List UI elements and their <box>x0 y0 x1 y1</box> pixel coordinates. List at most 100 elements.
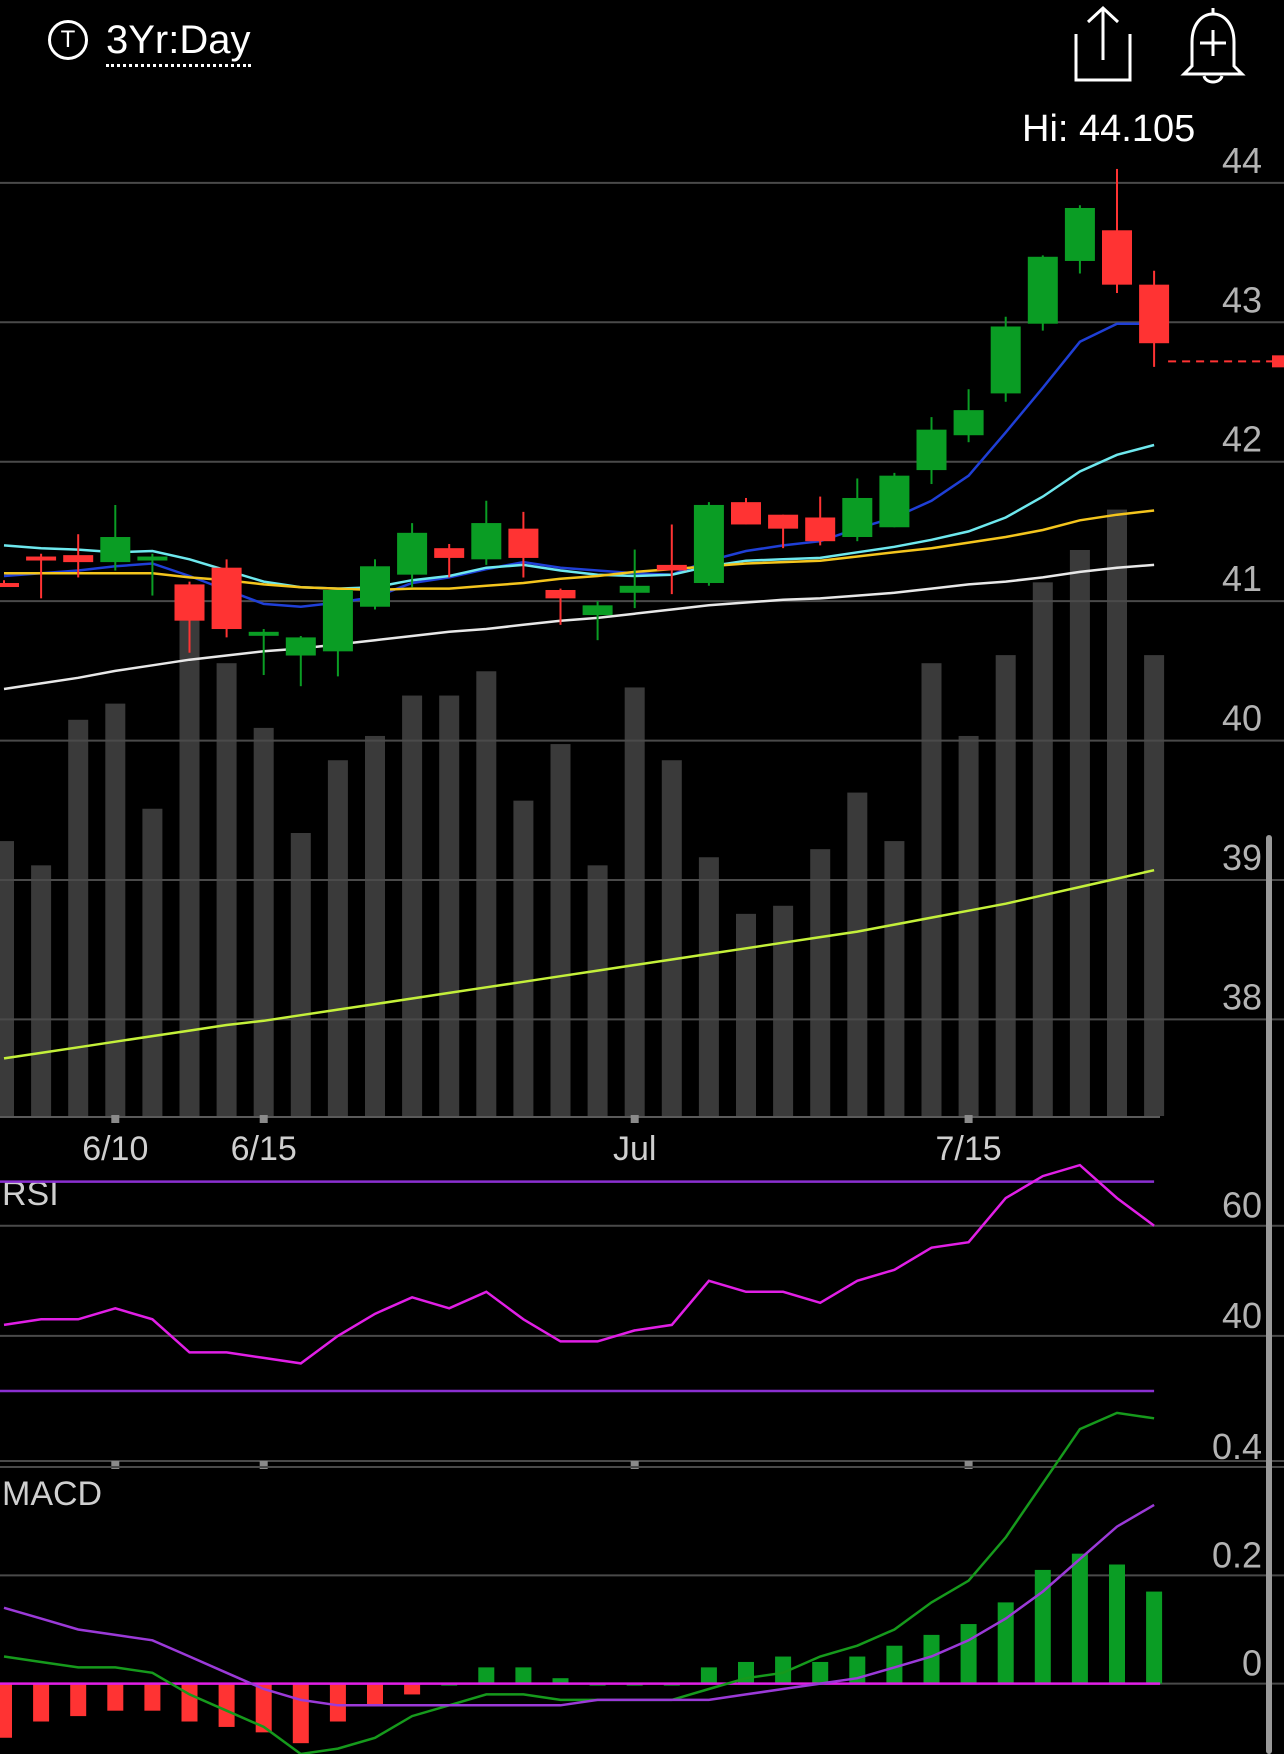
macd-histogram-bar <box>255 1683 272 1733</box>
candle-body <box>471 523 502 560</box>
macd-histogram-bar <box>70 1683 87 1717</box>
candle-body <box>990 326 1021 394</box>
macd-histogram-bar <box>1034 1569 1051 1684</box>
price-tick-label: 40 <box>1222 698 1262 739</box>
price-tick-label: 38 <box>1222 976 1262 1017</box>
candle-body <box>26 556 57 561</box>
candle-body <box>545 589 576 599</box>
volume-bar <box>736 913 756 1116</box>
candle-body <box>0 583 19 588</box>
macd-histogram-bar <box>700 1667 717 1684</box>
candle-body <box>582 605 613 616</box>
macd-tick-label: 0.4 <box>1212 1426 1262 1467</box>
macd-histogram-bar <box>960 1624 977 1684</box>
volume-bar <box>884 841 905 1116</box>
candle-body <box>248 631 279 636</box>
x-tick-label: Jul <box>613 1130 656 1168</box>
volume-bar <box>1107 509 1127 1117</box>
period-selector[interactable]: 3Yr:Day <box>106 16 251 67</box>
macd-histogram-bar <box>1146 1591 1163 1684</box>
rsi-x-tick-mark <box>111 1461 120 1469</box>
volume-bar <box>68 719 89 1116</box>
macd-histogram-bar <box>1109 1564 1125 1684</box>
moving-average-line <box>4 509 1155 592</box>
rsi-tick-label: 40 <box>1222 1295 1262 1336</box>
candle-body <box>656 564 687 571</box>
volume-bar <box>698 857 719 1116</box>
candle-body <box>360 566 390 607</box>
price-tick-label: 41 <box>1222 558 1262 599</box>
volume-bar <box>1032 582 1053 1116</box>
volume-bar <box>439 695 460 1116</box>
x-tick-mark <box>964 1115 973 1123</box>
macd-histogram-bar <box>997 1602 1014 1684</box>
volume-bar <box>142 808 163 1116</box>
volume-bar <box>402 695 423 1116</box>
volume-bar <box>365 735 385 1116</box>
chart-header: T 3Yr:Day <box>0 0 1284 90</box>
share-icon[interactable] <box>1072 4 1134 84</box>
macd-histogram-bar <box>144 1683 161 1711</box>
volume-bar <box>1144 655 1165 1116</box>
macd-histogram-bar <box>478 1667 495 1684</box>
volume-bar <box>253 727 274 1116</box>
price-tick-label: 44 <box>1222 140 1262 181</box>
rsi-tick-label: 60 <box>1222 1185 1262 1226</box>
volume-bar <box>327 760 348 1116</box>
volume-bar <box>995 655 1016 1116</box>
candle-body <box>174 584 205 621</box>
candle-body <box>100 537 131 563</box>
candle-body <box>1027 256 1058 324</box>
period-icon[interactable]: T <box>48 20 88 60</box>
candle-body <box>731 502 761 525</box>
macd-histogram-bar <box>515 1667 532 1684</box>
volume-bar <box>216 663 237 1116</box>
x-tick-mark <box>111 1115 120 1123</box>
candle-body <box>916 429 947 471</box>
macd-histogram-bar <box>1071 1553 1088 1684</box>
rsi-x-tick-mark <box>964 1461 973 1469</box>
candle-body <box>842 497 873 538</box>
volume-bar <box>624 687 645 1116</box>
candle-body <box>137 556 168 561</box>
add-alert-icon[interactable] <box>1178 4 1248 84</box>
candle-body <box>693 504 724 584</box>
volume-bar <box>290 833 311 1116</box>
volume-bar <box>105 703 126 1116</box>
volume-bar <box>587 865 608 1116</box>
macd-tick-label: 0.2 <box>1212 1534 1262 1575</box>
macd-histogram-bar <box>367 1683 383 1706</box>
candle-body <box>397 532 428 575</box>
macd-histogram-bar <box>218 1683 235 1727</box>
moving-average-line <box>3 322 1155 608</box>
candle-body <box>879 475 910 528</box>
candle-body <box>1102 230 1132 285</box>
candle-body <box>285 637 316 656</box>
price-tick-label: 42 <box>1222 419 1262 460</box>
macd-histogram-bar <box>812 1661 829 1684</box>
volume-bar <box>179 606 200 1116</box>
rsi-x-tick-mark <box>259 1461 268 1469</box>
volume-bar <box>0 841 14 1116</box>
macd-histogram-bar <box>923 1634 940 1684</box>
candle-body <box>63 555 94 563</box>
candle-body <box>805 517 836 542</box>
macd-histogram-bar <box>552 1678 569 1684</box>
macd-histogram-bar <box>886 1645 903 1684</box>
volume-bar <box>661 760 682 1116</box>
macd-title: MACD <box>2 1475 102 1513</box>
volume-bar <box>847 792 868 1116</box>
macd-histogram-bar <box>181 1683 198 1722</box>
moving-average-line <box>3 563 1155 691</box>
vertical-scrollbar <box>1266 835 1272 1754</box>
macd-histogram-bar <box>775 1656 792 1684</box>
x-tick-label: 7/15 <box>936 1130 1002 1168</box>
price-tick-label: 39 <box>1222 837 1262 878</box>
volume-bar <box>31 865 52 1116</box>
moving-average-line <box>3 868 1155 1060</box>
volume-bar <box>1069 550 1090 1116</box>
moving-average-line <box>3 443 1155 590</box>
macd-line <box>3 1411 1155 1754</box>
volume-bar <box>921 663 942 1116</box>
